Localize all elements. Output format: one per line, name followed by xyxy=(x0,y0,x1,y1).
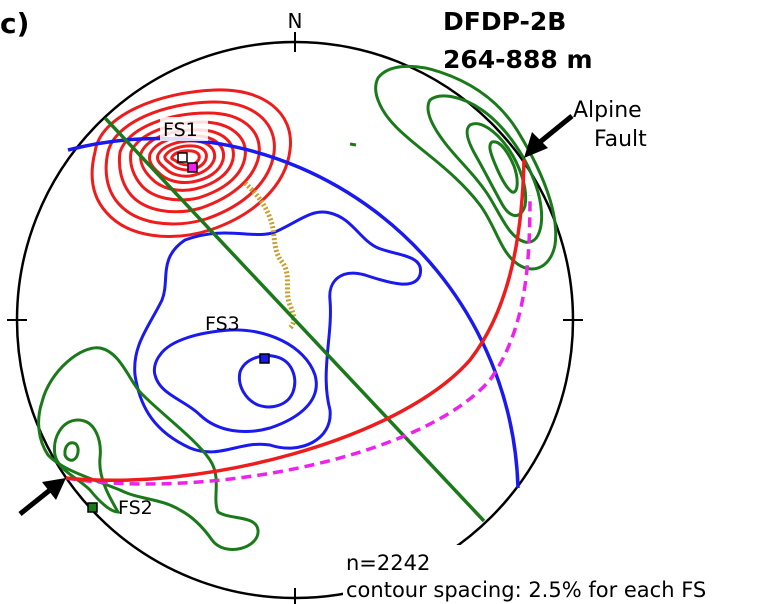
title-line-2: 264-888 m xyxy=(443,45,593,74)
alpine-fault-great-circle xyxy=(65,159,526,482)
blue-great-circle xyxy=(67,136,520,489)
compass-ticks xyxy=(7,32,583,604)
alpine-fault-label-line-1: Alpine xyxy=(573,98,642,123)
fs1-label: FS1 xyxy=(163,119,198,141)
fs1-pole-marker xyxy=(177,152,188,163)
notes-bg xyxy=(343,545,763,604)
contour-spacing-label: contour spacing: 2.5% for each FS xyxy=(346,578,706,602)
fs3-contours xyxy=(133,210,423,454)
green-mark xyxy=(349,142,357,147)
fs2-label: FS2 xyxy=(118,497,153,519)
magenta-pole-marker xyxy=(187,162,198,173)
alpine-fault-label-line-2: Fault xyxy=(594,127,647,152)
alpine-fault-arrow-lower xyxy=(18,478,66,516)
fs3-label: FS3 xyxy=(205,313,240,335)
north-label: N xyxy=(288,9,303,33)
fs2-pole-marker xyxy=(87,502,98,513)
green-great-circle xyxy=(103,116,486,523)
alpine-fault-arrow-upper xyxy=(524,114,574,158)
magenta-dashed-great-circle xyxy=(65,194,532,486)
gold-path xyxy=(243,181,297,330)
fs1-label-bg xyxy=(160,117,208,141)
count-label: n=2242 xyxy=(346,551,430,575)
title-line-1: DFDP-2B xyxy=(443,7,566,36)
panel-label: c) xyxy=(0,7,29,40)
fs3-pole-marker xyxy=(259,353,270,364)
